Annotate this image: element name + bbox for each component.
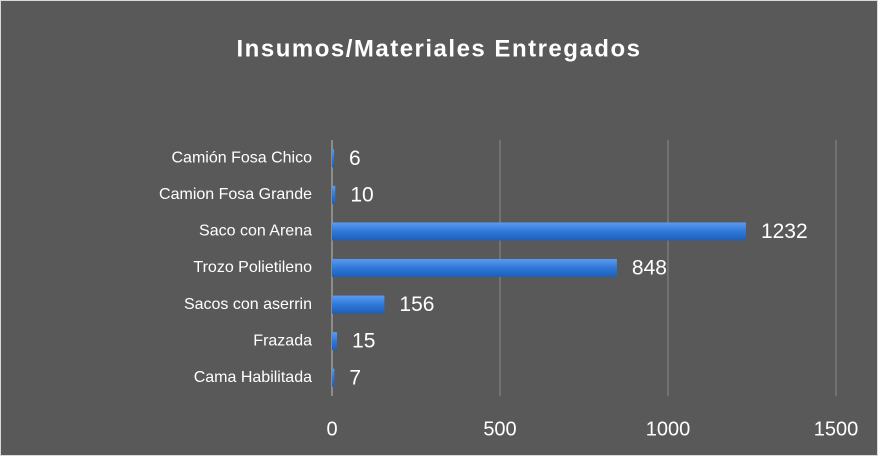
data-label: 10 — [350, 183, 373, 206]
y-tick-label: Camion Fosa Grande — [159, 186, 312, 203]
data-label: 15 — [352, 330, 375, 353]
bar — [332, 295, 385, 314]
y-tick-label: Camión Fosa Chico — [172, 150, 313, 167]
y-tick-label: Trozo Polietileno — [193, 259, 312, 276]
x-tick-label: 0 — [326, 418, 337, 440]
chart-title: Insumos/Materiales Entregados — [237, 35, 642, 62]
y-tick-label: Sacos con aserrin — [184, 296, 312, 313]
data-label: 848 — [632, 257, 667, 280]
bar — [332, 222, 746, 241]
data-label: 6 — [349, 147, 361, 170]
bar — [332, 368, 335, 387]
y-tick-label: Saco con Arena — [199, 223, 312, 240]
bar — [332, 185, 336, 204]
data-label: 156 — [399, 293, 434, 316]
y-tick-label: Frazada — [253, 332, 312, 349]
data-label: 1232 — [761, 220, 808, 243]
x-tick-label: 1500 — [814, 418, 859, 440]
x-tick-label: 1000 — [646, 418, 691, 440]
bar — [332, 259, 617, 277]
x-tick-label: 500 — [483, 418, 516, 440]
bar — [332, 332, 338, 351]
y-tick-label: Cama Habilitada — [194, 369, 312, 386]
bar — [332, 149, 335, 168]
data-label: 7 — [349, 366, 361, 389]
